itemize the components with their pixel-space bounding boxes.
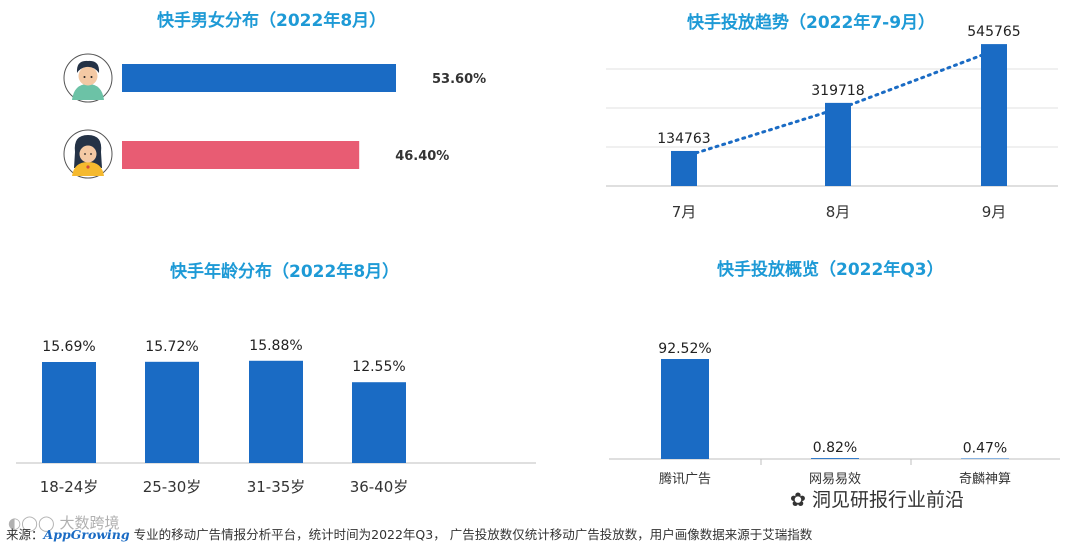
overview-bar — [661, 359, 709, 459]
overview-x-tick-label: 网易易效 — [809, 472, 861, 487]
age-bar — [42, 362, 96, 463]
male-avatar-icon — [63, 53, 113, 103]
age-bar — [249, 360, 303, 463]
age-x-tick-label: 25-30岁 — [143, 478, 202, 496]
female-avatar-icon — [63, 129, 113, 179]
age-bar — [145, 361, 199, 463]
gender-chart-title: 快手男女分布（2022年8月） — [157, 11, 387, 31]
trend-x-tick-label: 9月 — [982, 203, 1007, 221]
age-x-tick-label: 31-35岁 — [247, 478, 306, 496]
trend-chart-title: 快手投放趋势（2022年7-9月） — [687, 13, 936, 33]
trend-bar — [671, 150, 697, 186]
age-x-tick-label: 36-40岁 — [350, 478, 409, 496]
trend-x-tick-label: 8月 — [826, 203, 851, 221]
trend-value-label: 319718 — [811, 83, 864, 99]
overview-value-label: 0.47% — [963, 440, 1007, 456]
watermark-left: ◐◯◯ 大数跨境 — [8, 514, 120, 532]
age-chart-title: 快手年龄分布（2022年8月） — [170, 262, 400, 282]
gender-bar — [122, 141, 360, 169]
gender-value-label: 46.40% — [395, 149, 449, 164]
trend-x-tick-label: 7月 — [672, 203, 697, 221]
age-value-label: 12.55% — [352, 359, 405, 375]
age-value-label: 15.88% — [249, 338, 302, 354]
overview-value-label: 0.82% — [813, 440, 857, 456]
source-footer: 来源：AppGrowing 专业的移动广告情报分析平台，统计时间为2022年Q3… — [6, 527, 813, 542]
watermark-right: ✿ 洞见研报行业前沿 — [790, 489, 964, 511]
age-value-label: 15.69% — [42, 339, 95, 355]
trend-value-label: 134763 — [657, 131, 710, 147]
overview-bar — [811, 458, 859, 459]
age-x-tick-label: 18-24岁 — [40, 478, 99, 496]
age-bar — [352, 382, 406, 463]
gender-bar — [122, 64, 396, 92]
wechat-icon: ✿ — [790, 489, 812, 511]
trend-value-label: 545765 — [967, 24, 1020, 40]
trend-bar — [825, 102, 851, 186]
overview-x-tick-label: 腾讯广告 — [659, 471, 711, 487]
overview-bar — [961, 458, 1009, 459]
appgrowing-brand: AppGrowing — [43, 527, 130, 542]
watermark-logo-icon: ◐◯◯ — [8, 514, 60, 532]
gender-value-label: 53.60% — [432, 72, 486, 87]
overview-x-tick-label: 奇麟神算 — [959, 471, 1011, 487]
overview-chart-title: 快手投放概览（2022年Q3） — [717, 260, 944, 280]
trend-bar — [981, 44, 1007, 186]
overview-value-label: 92.52% — [658, 341, 711, 357]
age-value-label: 15.72% — [145, 339, 198, 355]
